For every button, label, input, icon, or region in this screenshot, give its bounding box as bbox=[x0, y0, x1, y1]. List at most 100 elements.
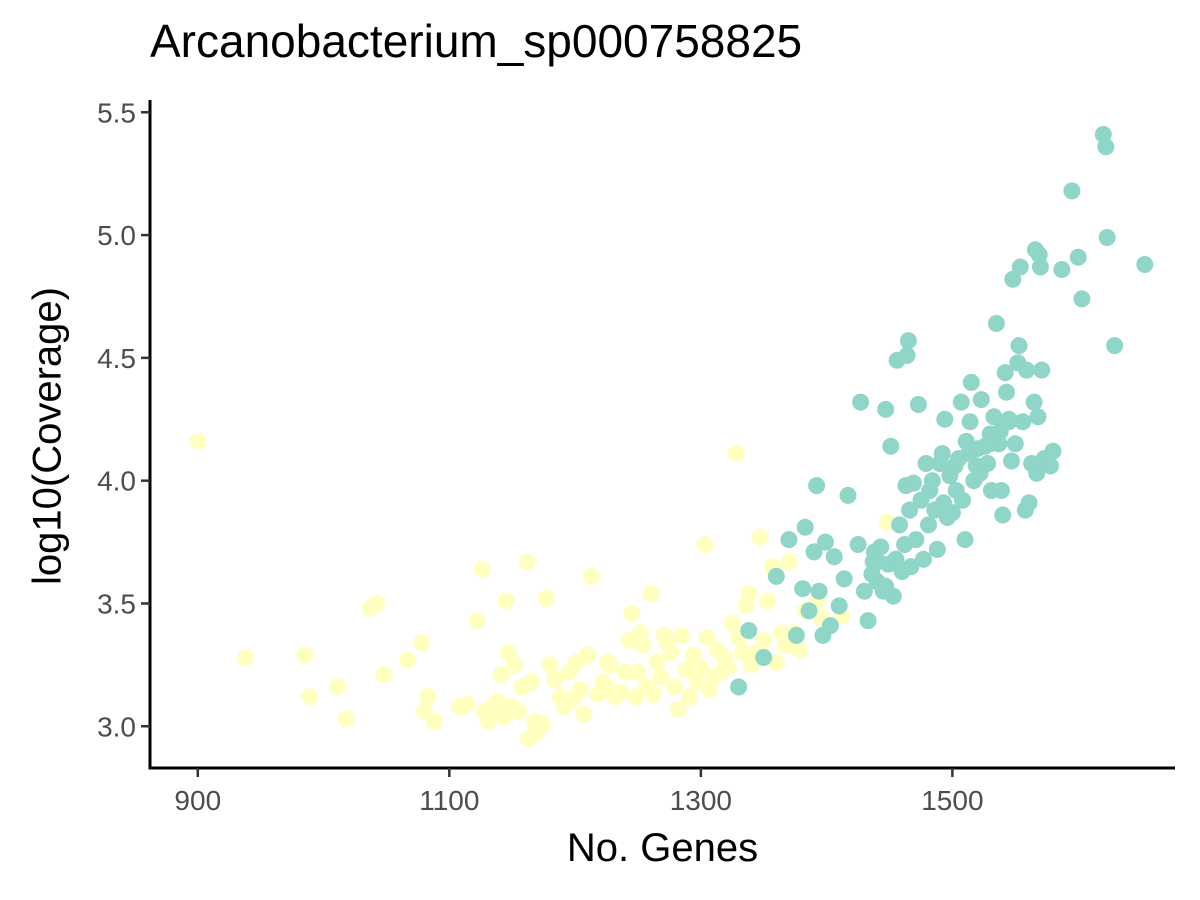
data-point-s2-119 bbox=[991, 423, 1009, 440]
data-point-s2-4 bbox=[780, 531, 798, 549]
data-point-s1-9 bbox=[399, 651, 417, 669]
data-point-s1-86 bbox=[727, 445, 745, 463]
data-point-s2-1 bbox=[740, 622, 758, 639]
data-point-s2-101 bbox=[1029, 408, 1047, 426]
x-tick-label: 1300 bbox=[670, 785, 732, 816]
data-point-s2-103 bbox=[1031, 258, 1049, 276]
axes-layer: 900 1100 1300 1500 3.0 3.5 4.0 4.5 5.0 5.5 bbox=[97, 97, 1175, 816]
data-point-s2-120 bbox=[1000, 410, 1018, 428]
data-point-s1-54 bbox=[616, 663, 634, 681]
data-point-s2-41 bbox=[902, 558, 920, 576]
data-point-s2-7 bbox=[796, 518, 814, 536]
data-point-s2-110 bbox=[1063, 182, 1081, 200]
data-point-s2-14 bbox=[821, 617, 839, 635]
data-point-s2-56 bbox=[936, 410, 954, 428]
data-point-s1-7 bbox=[367, 595, 385, 612]
data-point-s1-60 bbox=[634, 636, 652, 654]
data-point-s2-102 bbox=[1030, 246, 1048, 264]
data-point-s2-22 bbox=[859, 612, 877, 630]
data-point-s1-62 bbox=[642, 585, 660, 603]
data-point-s1-78 bbox=[698, 629, 716, 647]
data-point-s1-19 bbox=[479, 712, 497, 730]
y-tick-label: 3.5 bbox=[97, 588, 136, 619]
data-point-s2-111 bbox=[1069, 248, 1087, 266]
data-point-s1-63 bbox=[644, 685, 662, 703]
data-point-s2-38 bbox=[898, 346, 916, 364]
data-point-s2-65 bbox=[956, 531, 974, 549]
data-point-s1-13 bbox=[425, 712, 443, 730]
y-axis-title: log10(Coverage) bbox=[25, 287, 70, 585]
data-point-s2-46 bbox=[915, 550, 932, 568]
data-point-s1-8 bbox=[375, 666, 393, 684]
y-tick-label: 4.0 bbox=[97, 466, 136, 497]
data-point-s1-2 bbox=[296, 646, 314, 664]
data-point-s1-10 bbox=[413, 634, 431, 652]
data-point-s1-95 bbox=[759, 592, 776, 610]
data-point-s2-95 bbox=[1018, 361, 1036, 379]
x-tick-label: 1100 bbox=[419, 785, 479, 816]
data-point-s1-15 bbox=[458, 695, 476, 713]
data-point-s1-99 bbox=[776, 636, 794, 654]
data-point-s2-10 bbox=[808, 477, 826, 495]
data-point-s2-16 bbox=[830, 597, 848, 615]
data-point-s1-30 bbox=[518, 553, 536, 571]
data-point-s1-71 bbox=[673, 626, 691, 644]
chart-title: Arcanobacterium_sp000758825 bbox=[150, 15, 803, 67]
data-point-s2-0 bbox=[730, 678, 748, 696]
data-point-s2-64 bbox=[954, 491, 971, 509]
data-point-s1-100 bbox=[780, 553, 798, 571]
data-point-s2-84 bbox=[996, 364, 1014, 382]
data-point-s2-15 bbox=[825, 548, 843, 566]
data-point-s1-5 bbox=[337, 710, 355, 728]
data-point-s2-17 bbox=[835, 570, 853, 588]
data-point-s1-75 bbox=[688, 673, 706, 691]
data-point-s1-57 bbox=[627, 688, 644, 706]
data-point-s2-109 bbox=[1053, 261, 1071, 278]
data-point-s2-43 bbox=[907, 531, 925, 549]
data-point-s2-40 bbox=[901, 501, 919, 519]
data-point-s2-39 bbox=[899, 332, 917, 350]
data-point-s1-0 bbox=[189, 432, 207, 450]
y-tick-label: 5.0 bbox=[97, 220, 136, 251]
data-point-s1-46 bbox=[579, 646, 597, 664]
data-point-s1-72 bbox=[677, 661, 695, 679]
data-point-s2-30 bbox=[882, 437, 900, 455]
data-point-s2-11 bbox=[810, 582, 828, 600]
data-point-s1-21 bbox=[488, 693, 506, 711]
data-point-s2-52 bbox=[928, 540, 946, 558]
data-point-s1-68 bbox=[662, 644, 680, 662]
data-point-s1-36 bbox=[537, 590, 555, 607]
data-point-s2-115 bbox=[1098, 229, 1116, 246]
data-point-s2-74 bbox=[972, 391, 990, 409]
data-point-s1-94 bbox=[755, 631, 773, 649]
data-point-s2-26 bbox=[872, 538, 890, 556]
y-tick-label: 3.0 bbox=[97, 711, 136, 742]
data-point-s2-34 bbox=[891, 516, 909, 534]
data-point-s1-44 bbox=[571, 680, 589, 698]
data-point-s2-82 bbox=[992, 482, 1010, 499]
data-point-s1-4 bbox=[328, 678, 346, 696]
data-point-s2-20 bbox=[852, 393, 870, 411]
data-point-s2-107 bbox=[1042, 457, 1059, 475]
data-point-s2-48 bbox=[920, 516, 937, 534]
data-point-s2-112 bbox=[1073, 290, 1091, 308]
data-point-s1-64 bbox=[648, 653, 666, 671]
data-point-s2-108 bbox=[1044, 442, 1062, 460]
data-point-s2-59 bbox=[943, 504, 961, 522]
points-layer bbox=[189, 125, 1154, 747]
data-point-s2-96 bbox=[1020, 494, 1038, 512]
data-point-s2-87 bbox=[1003, 452, 1020, 470]
data-point-s2-8 bbox=[800, 602, 818, 620]
y-tick-label: 4.5 bbox=[97, 343, 136, 374]
data-point-s1-73 bbox=[681, 688, 698, 706]
data-point-s1-28 bbox=[510, 703, 527, 720]
data-point-s1-16 bbox=[468, 612, 486, 630]
data-point-s1-109 bbox=[601, 656, 619, 674]
data-point-s1-1 bbox=[237, 649, 255, 666]
data-point-s1-56 bbox=[623, 604, 641, 622]
data-point-s1-12 bbox=[419, 688, 437, 706]
data-point-s2-50 bbox=[923, 472, 941, 490]
data-point-s2-42 bbox=[904, 474, 922, 492]
data-point-s2-18 bbox=[839, 486, 857, 504]
